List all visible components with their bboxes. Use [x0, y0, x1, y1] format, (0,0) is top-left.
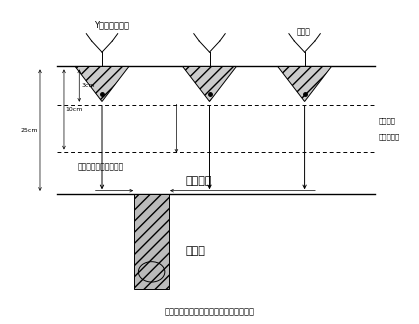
Text: 25cm: 25cm	[21, 128, 38, 133]
Bar	[134, 194, 169, 289]
Text: スク貫入深: スク貫入深	[379, 133, 400, 140]
Text: 弾丸暗渠によるキレツ: 弾丸暗渠によるキレツ	[77, 163, 124, 171]
Text: 地表面: 地表面	[296, 27, 310, 36]
Text: 作溝ディ: 作溝ディ	[379, 117, 396, 124]
Polygon shape	[278, 66, 331, 101]
Text: Y字型の播種溝: Y字型の播種溝	[94, 21, 129, 30]
Text: 3cm: 3cm	[81, 83, 95, 88]
Text: 本暗渠: 本暗渠	[186, 246, 206, 256]
Text: 図１　弾丸暗渠による播種溝の排水促進: 図１ 弾丸暗渠による播種溝の排水促進	[165, 307, 254, 317]
Polygon shape	[75, 66, 129, 101]
Text: 10cm: 10cm	[66, 107, 83, 112]
Polygon shape	[183, 66, 236, 101]
Text: 弾丸暗渠: 弾丸暗渠	[186, 176, 212, 186]
